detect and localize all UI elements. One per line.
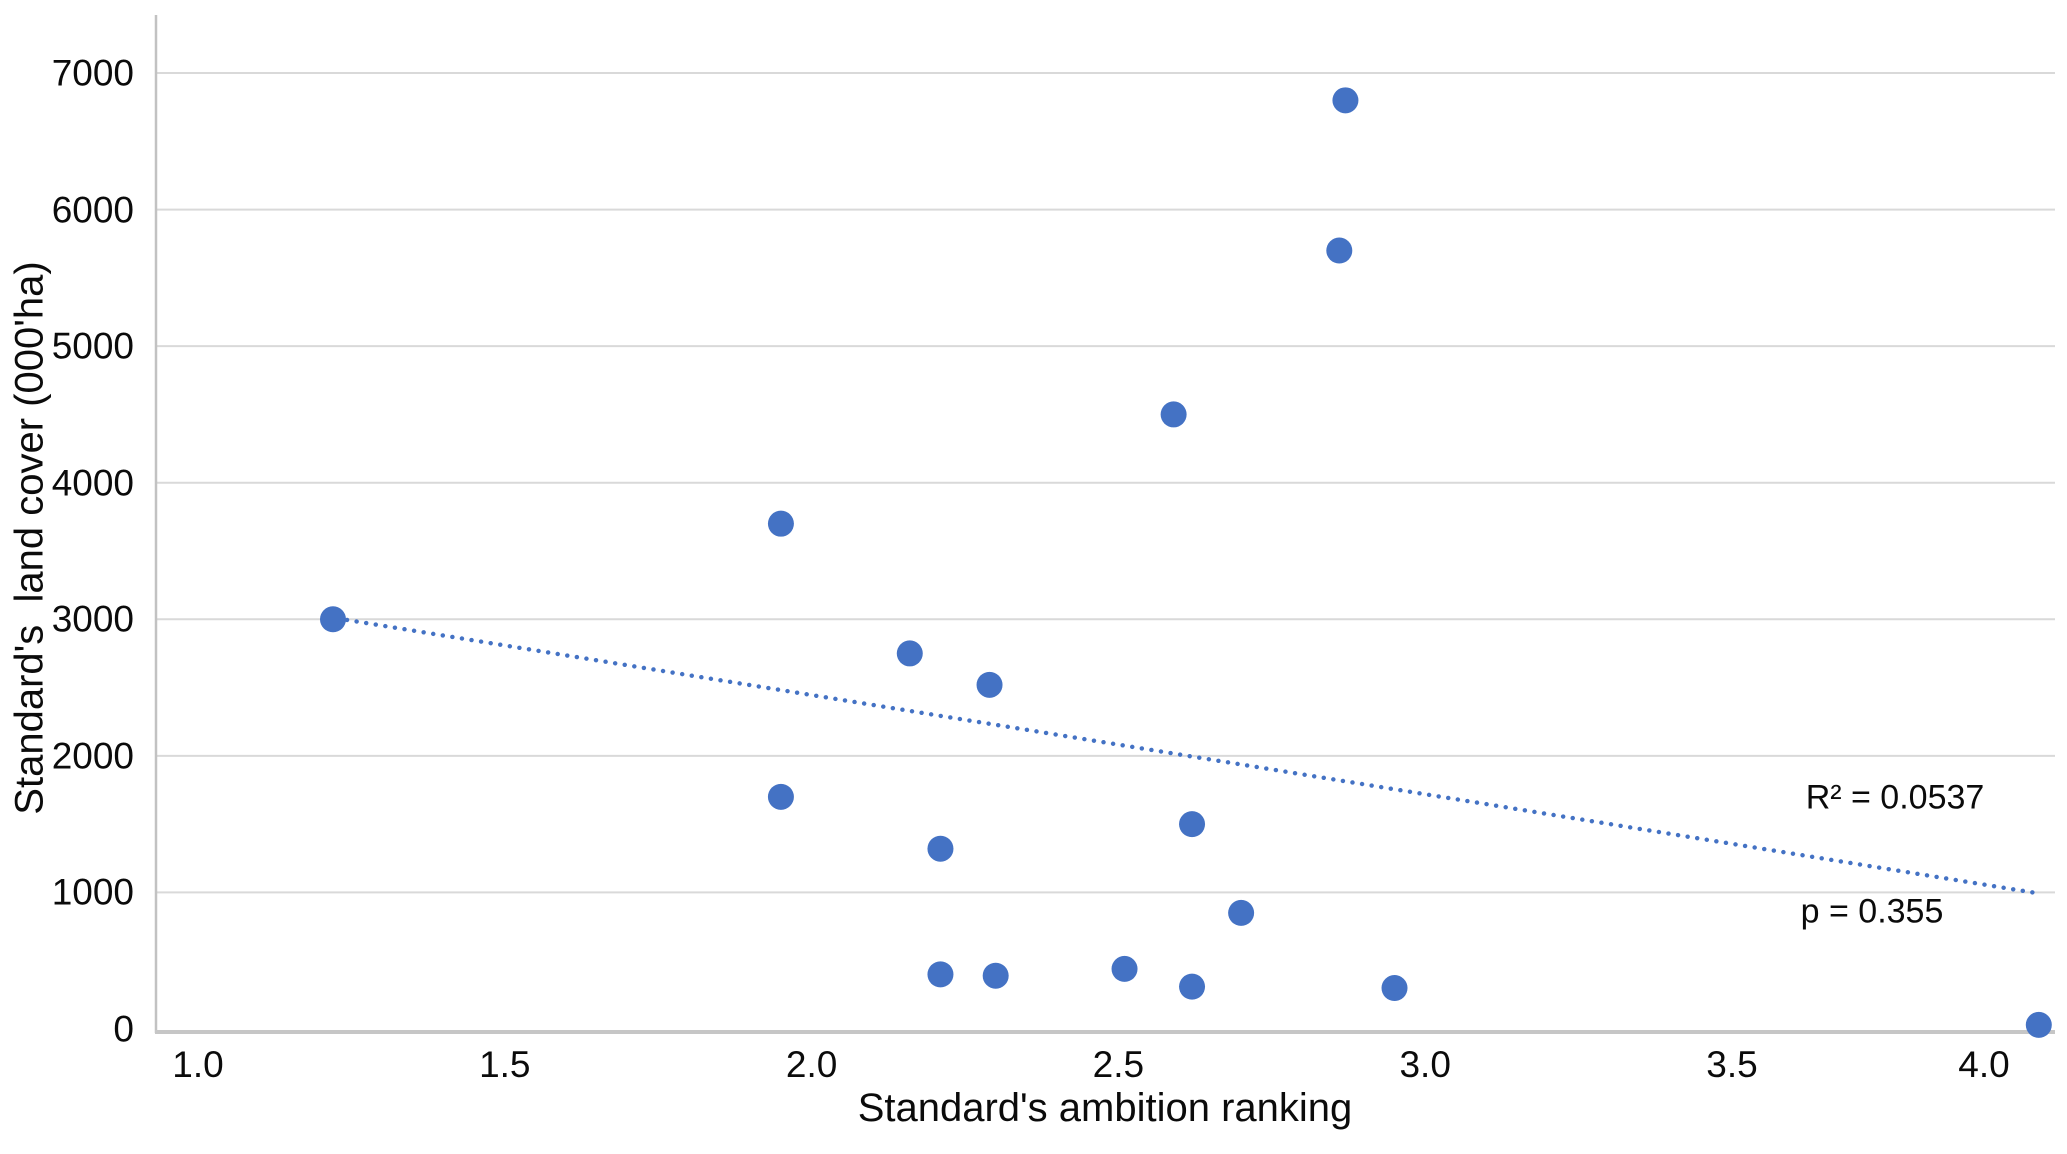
y-tick-label: 0 (113, 1008, 134, 1050)
x-tick-label: 3.0 (1399, 1044, 1451, 1085)
x-tick-label: 3.5 (1706, 1044, 1758, 1085)
data-point (927, 961, 954, 988)
data-point (1111, 955, 1138, 982)
y-tick-label: 6000 (51, 189, 134, 231)
x-tick-label: 2.0 (785, 1044, 838, 1085)
x-tick-label: 4.0 (1958, 1044, 2010, 1085)
y-tick-label: 7000 (51, 52, 134, 94)
data-point (1179, 973, 1206, 1000)
data-point (767, 783, 794, 810)
y-tick-label: 3000 (51, 598, 134, 640)
p-value-label: p = 0.355 (1800, 892, 1944, 931)
y-tick-label: 4000 (51, 462, 134, 504)
data-point (1160, 401, 1187, 428)
trendline (344, 617, 2035, 895)
data-point (319, 606, 346, 633)
data-point (2025, 1011, 2052, 1038)
x-tick-label: 2.5 (1092, 1044, 1145, 1085)
data-point (767, 510, 794, 537)
data-point (1179, 811, 1206, 838)
data-point (1326, 237, 1353, 264)
data-point (982, 962, 1009, 989)
y-tick-label: 2000 (51, 735, 134, 777)
data-point (1381, 975, 1408, 1002)
x-axis-title: Standard's ambition ranking (857, 1086, 1353, 1130)
data-point (1228, 899, 1255, 926)
x-tick-label: 1.0 (172, 1044, 224, 1085)
data-point (896, 640, 923, 667)
y-tick-label: 5000 (51, 325, 134, 367)
r-squared-label: R² = 0.0537 (1805, 778, 1985, 817)
data-point (927, 835, 954, 862)
data-point (1332, 87, 1359, 114)
data-point (976, 671, 1003, 698)
x-tick-label: 1.5 (479, 1044, 531, 1085)
y-tick-label: 1000 (51, 871, 134, 913)
